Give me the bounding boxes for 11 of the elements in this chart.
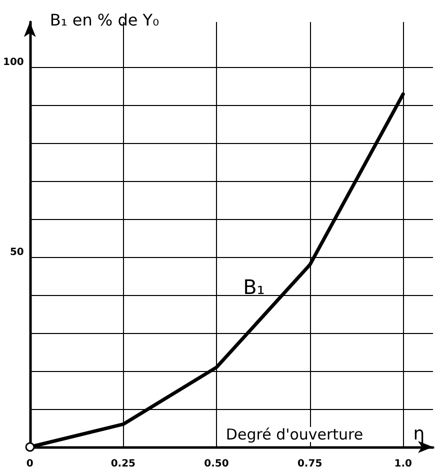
y-tick-label: 100 (3, 57, 24, 68)
y-axis-title: B₁ en % de Y₀ (50, 10, 159, 30)
x-tick-label: 0.75 (297, 458, 322, 470)
x-tick-label: 0 (26, 458, 34, 470)
x-tick-label: 0.25 (110, 458, 136, 470)
annotation: Degré d'ouverture (226, 426, 364, 444)
series-label: B₁ (243, 274, 265, 299)
x-axis-title: η (413, 424, 425, 444)
x-tick-label: 1.0 (394, 458, 412, 470)
x-tick-label: 0.50 (204, 458, 229, 470)
y-tick-label: 50 (10, 246, 24, 258)
